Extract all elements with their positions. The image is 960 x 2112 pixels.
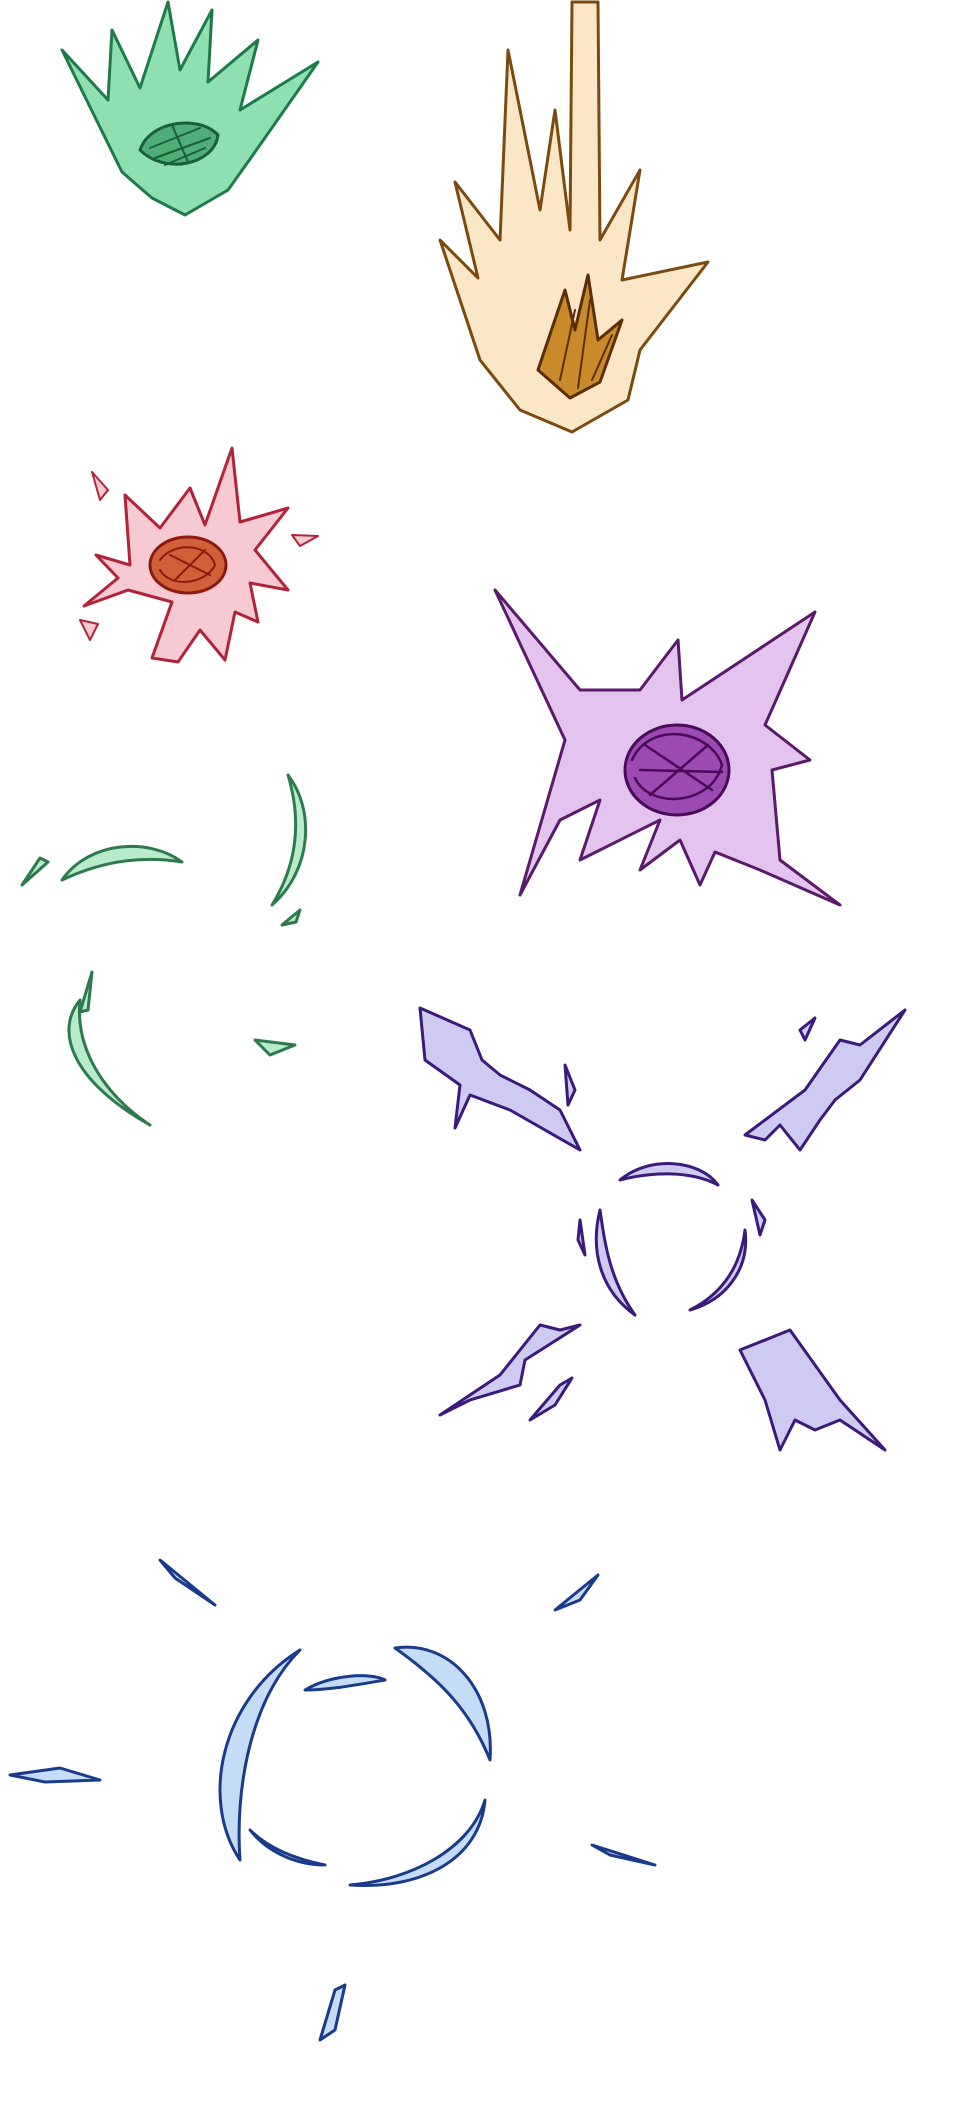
blue-shockwave-effect bbox=[8, 1558, 657, 2042]
green-ring-effect bbox=[20, 773, 308, 1127]
green-comet-effect bbox=[60, 0, 320, 217]
red-burst-effect bbox=[79, 446, 319, 664]
orange-comet-effect bbox=[438, 0, 710, 434]
violet-ring-sparks-effect bbox=[418, 1006, 907, 1452]
purple-burst-effect bbox=[493, 588, 842, 907]
